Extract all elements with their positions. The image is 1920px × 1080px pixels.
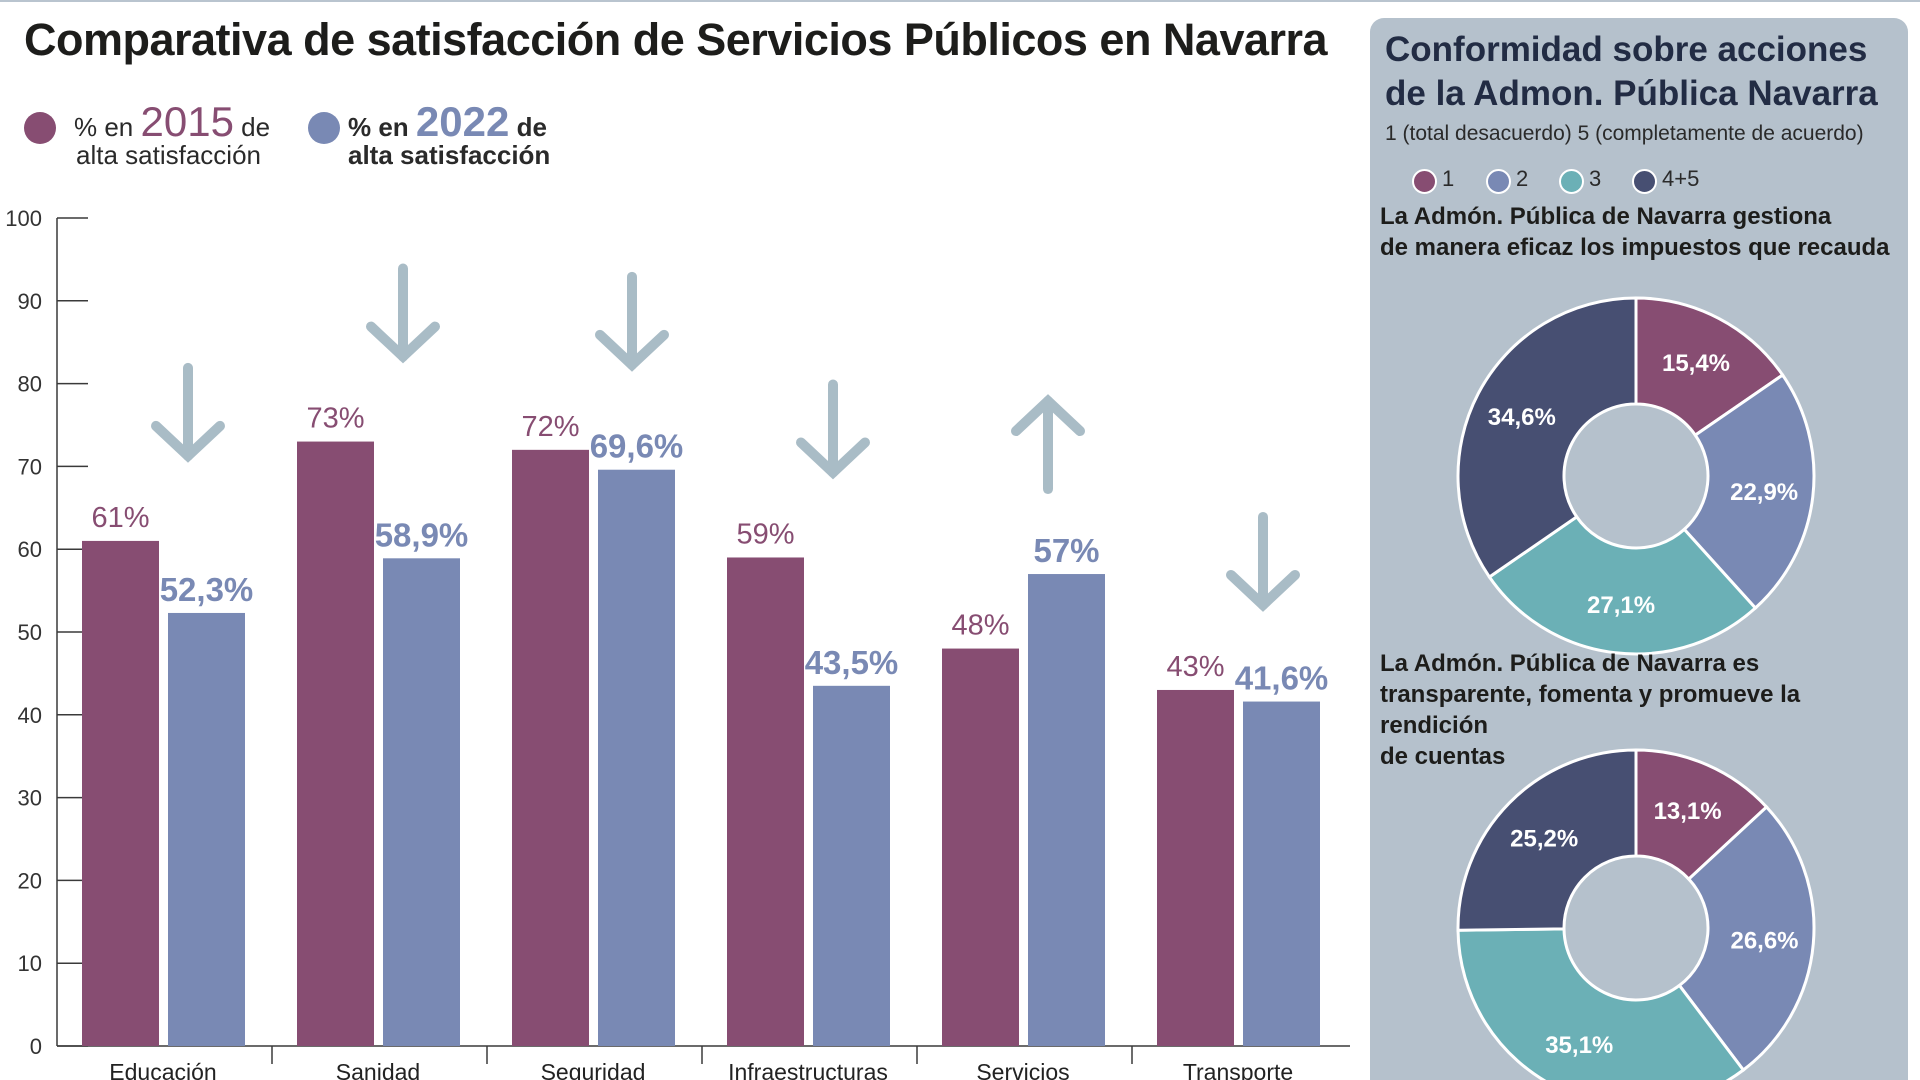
question-2: La Admón. Pública de Navarra es transpar… bbox=[1380, 650, 1801, 770]
donut-label: 35,1% bbox=[1545, 1032, 1613, 1059]
data-label-2022: 69,6% bbox=[590, 428, 684, 465]
donut-slice-3 bbox=[1487, 514, 1758, 656]
donut-slice-3 bbox=[1456, 927, 1746, 1080]
y-tick-label: 30 bbox=[18, 786, 42, 811]
donut-slice-2 bbox=[1677, 804, 1816, 1073]
bar-2015 bbox=[297, 441, 374, 1046]
data-label-2015: 43% bbox=[1166, 651, 1224, 683]
category-label: Seguridad bbox=[541, 1059, 646, 1080]
bar-2022 bbox=[168, 612, 245, 1046]
category-label: Educación bbox=[109, 1059, 216, 1080]
data-label-2015: 59% bbox=[736, 518, 794, 550]
donut-label: 34,6% bbox=[1488, 404, 1556, 431]
donut-slice-1 bbox=[1634, 748, 1769, 882]
data-label-2022: 52,3% bbox=[160, 571, 254, 608]
donut-label: 26,6% bbox=[1730, 927, 1798, 954]
page-title: Comparativa de satisfacción de Servicios… bbox=[24, 14, 1328, 65]
category-label: Sanidad bbox=[336, 1059, 420, 1080]
legend-2022-year: 2022 bbox=[415, 98, 510, 145]
donut-label: 25,2% bbox=[1510, 825, 1578, 852]
donut-label: 13,1% bbox=[1654, 798, 1722, 825]
y-tick-label: 40 bbox=[18, 703, 42, 728]
side-panel: Conformidad sobre acciones de la Admon. … bbox=[1370, 18, 1908, 1080]
donut-slice-1 bbox=[1634, 296, 1785, 438]
donut-chart-2: 13,1% 26,6% 35,1% 25,2% bbox=[1456, 748, 1816, 1080]
side-legend-swatch bbox=[1632, 169, 1657, 194]
arrow-down-icon bbox=[366, 321, 440, 364]
bar-2015 bbox=[727, 557, 804, 1046]
y-tick-label: 50 bbox=[18, 620, 42, 645]
side-panel-title: Conformidad sobre acciones de la Admon. … bbox=[1385, 30, 1878, 113]
arrow-down-icon bbox=[151, 420, 225, 463]
bar-2022 bbox=[598, 469, 675, 1046]
y-tick-label: 20 bbox=[18, 868, 42, 893]
arrow-up-icon bbox=[1011, 394, 1085, 437]
legend-2022-line2: alta satisfacción bbox=[348, 140, 551, 170]
arrow-down-icon bbox=[796, 437, 870, 480]
bar-2015 bbox=[512, 449, 589, 1047]
bar-2022 bbox=[1243, 701, 1320, 1046]
donut-label: 22,9% bbox=[1730, 479, 1798, 506]
arrow-down-icon bbox=[1226, 569, 1300, 612]
donut-label: 15,4% bbox=[1662, 350, 1730, 377]
arrow-down-icon bbox=[595, 329, 669, 372]
y-tick-label: 0 bbox=[30, 1034, 42, 1059]
category-label: Servicios bbox=[976, 1059, 1069, 1080]
side-panel-subtitle: 1 (total desacuerdo) 5 (completamente de… bbox=[1385, 122, 1864, 145]
donut-slice-2 bbox=[1682, 372, 1816, 611]
data-label-2022: 41,6% bbox=[1235, 660, 1329, 697]
bar-2015 bbox=[942, 648, 1019, 1046]
data-label-2022: 57% bbox=[1033, 532, 1099, 569]
question-1: La Admón. Pública de Navarra gestiona de… bbox=[1380, 203, 1890, 261]
bar-2022 bbox=[1028, 574, 1105, 1046]
donut-slice-4-5 bbox=[1456, 748, 1638, 932]
y-tick-label: 70 bbox=[18, 454, 42, 479]
legend-2015-swatch bbox=[24, 112, 56, 144]
legend-2015-year: 2015 bbox=[140, 98, 234, 145]
category-label: Infraestructuras bbox=[728, 1059, 888, 1080]
donut-chart-1: 15,4% 22,9% 27,1% 34,6% bbox=[1456, 296, 1816, 656]
bar-2015 bbox=[1157, 689, 1234, 1046]
y-tick-label: 60 bbox=[18, 537, 42, 562]
side-legend-swatch bbox=[1412, 169, 1437, 194]
bar-2015 bbox=[82, 540, 159, 1046]
side-legend-swatch bbox=[1486, 169, 1511, 194]
y-tick-label: 10 bbox=[18, 951, 42, 976]
data-label-2022: 43,5% bbox=[805, 644, 899, 681]
side-legend-swatch bbox=[1559, 169, 1584, 194]
data-label-2015: 48% bbox=[951, 610, 1009, 642]
category-label: Transporte bbox=[1183, 1059, 1293, 1080]
y-tick-label: 90 bbox=[18, 289, 42, 314]
bar-chart: 0 10 20 30 40 50 60 70 80 90 100 61% 52,3% Educación 7… bbox=[5, 206, 1350, 1080]
donut-slice-4-5 bbox=[1456, 296, 1638, 580]
bar-2022 bbox=[383, 558, 460, 1046]
bar-2022 bbox=[813, 685, 890, 1046]
legend-2022-line1: % en 2022 de bbox=[348, 98, 547, 145]
data-label-2015: 72% bbox=[521, 411, 579, 443]
donut-label: 27,1% bbox=[1587, 592, 1655, 619]
data-label-2022: 58,9% bbox=[375, 516, 469, 553]
data-label-2015: 73% bbox=[306, 403, 364, 435]
legend-2022-swatch bbox=[308, 112, 340, 144]
y-tick-label: 80 bbox=[18, 372, 42, 397]
y-tick-label: 100 bbox=[5, 206, 42, 231]
legend-2015-line1: % en 2015 de bbox=[74, 98, 271, 145]
data-label-2015: 61% bbox=[91, 502, 149, 534]
top-rule bbox=[0, 0, 1920, 2]
legend-2015-line2: alta satisfacción bbox=[76, 140, 261, 170]
